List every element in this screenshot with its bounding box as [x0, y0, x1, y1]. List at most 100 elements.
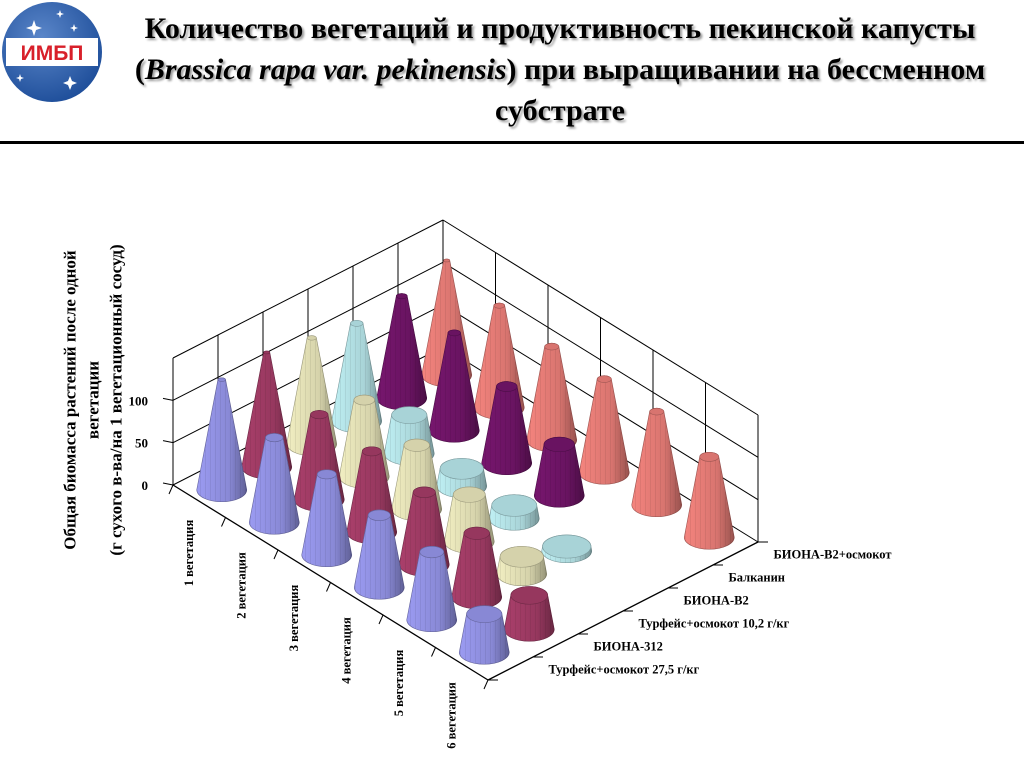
category-tick-mark [483, 679, 489, 690]
y-tick-label: 50 [135, 436, 148, 451]
bar-cone [683, 451, 735, 550]
series-label: БИОНА-В2 [684, 594, 749, 608]
cone-top [544, 342, 560, 351]
category-tick-mark [168, 484, 174, 495]
series-label: Турфейс+осмокот 27,5 г/кг [549, 663, 700, 677]
cone-top [353, 394, 375, 406]
header-divider [0, 141, 1024, 144]
cone-top [543, 436, 575, 453]
cone-top [491, 494, 538, 517]
cone-shading [534, 437, 585, 508]
bar-cone [481, 381, 533, 476]
cone-top [466, 605, 503, 623]
slide-header: ИМБП Количество вегетаций и продуктивнос… [0, 0, 1024, 150]
category-tick-mark [273, 549, 279, 560]
bar-cone [526, 342, 578, 453]
category-tick-mark [221, 517, 226, 527]
bar3d-chart: 0 50 100 1 вегетация 2 вегетация 3 вегетация 4… [129, 219, 892, 749]
cone-top [391, 406, 428, 424]
chart-labels: 0 50 100 1 вегетация 2 вегетация 3 вегетация 4… [129, 393, 892, 748]
bar-cone [631, 407, 683, 518]
imbp-logo: ИМБП [2, 2, 102, 102]
cone-top [443, 258, 451, 263]
cone-top [217, 377, 226, 382]
bar-cone [451, 526, 503, 610]
y-tick-label: 0 [142, 478, 149, 493]
cone-top [542, 534, 592, 559]
bar-cone [248, 433, 300, 535]
bar-cone [196, 377, 248, 503]
y-tick-mark [162, 397, 174, 401]
cone-top [463, 526, 490, 540]
cone-top [263, 350, 271, 355]
bar-cone [376, 293, 428, 411]
y-tick-mark [162, 482, 174, 486]
category-label: 6 вегетация [444, 682, 458, 749]
cone-shading [354, 509, 405, 600]
cone-shading [481, 381, 532, 475]
side-wall-top [172, 219, 444, 359]
series-label: БИОНА-В2+осмокот [774, 548, 892, 562]
cone-shading [429, 329, 480, 443]
cone-top [493, 302, 506, 309]
bar-cone [428, 329, 480, 443]
cone-top [265, 433, 284, 443]
cone-top [596, 375, 612, 383]
bar-cone [541, 534, 593, 564]
bar-cone [496, 546, 548, 587]
cone-shading [406, 546, 457, 632]
cone-top [350, 320, 364, 327]
cone-top [395, 293, 408, 300]
category-tick-mark [378, 614, 384, 625]
cone-top [316, 469, 337, 480]
category-tick-mark [431, 647, 436, 657]
bar-cone [301, 469, 353, 568]
y-tick-label: 100 [129, 393, 149, 408]
category-label: 4 вегетация [339, 617, 353, 684]
bar-cone [503, 586, 555, 642]
cone-top [649, 407, 665, 416]
back-wall-top [442, 219, 759, 416]
y-axis-title: Общая биомасса растений после одной веге… [60, 244, 126, 556]
cone-top [412, 486, 436, 498]
bar-cone [458, 605, 510, 665]
category-tick-mark [326, 582, 331, 592]
cone-top [361, 446, 382, 457]
cone-shading [249, 433, 300, 535]
cone-shading [684, 452, 735, 550]
cone-shading [376, 293, 427, 410]
cone-shading [451, 527, 502, 609]
cone-shading [631, 408, 682, 517]
category-label: 3 вегетация [287, 585, 301, 652]
series-label: Турфейс+осмокот 10,2 г/кг [639, 617, 790, 631]
category-label: 5 вегетация [392, 650, 406, 717]
cone-top [439, 458, 484, 480]
cone-top [419, 545, 445, 559]
cone-top [403, 438, 430, 452]
bar-cone [533, 436, 585, 508]
cone-shading [526, 343, 577, 452]
bar-cone [406, 545, 458, 633]
cone-top [510, 586, 549, 605]
cone-top [699, 451, 720, 462]
cone-shading [301, 469, 352, 567]
value-gridline [172, 261, 444, 401]
cone-top [452, 486, 486, 503]
cone-top [367, 509, 391, 521]
series-label: Балканин [729, 571, 786, 585]
cone-top [496, 381, 518, 392]
cone-top [499, 546, 544, 568]
cone-shading [196, 377, 247, 502]
value-gridline [442, 261, 759, 458]
bar-cone [488, 494, 540, 531]
cone-shading [579, 375, 630, 485]
cone-top [447, 329, 461, 337]
category-label: 1 вегетация [182, 520, 196, 587]
slide-title: Количество вегетаций и продуктивность пе… [134, 12, 986, 127]
category-label: 2 вегетация [234, 552, 248, 619]
series-label: БИОНА-312 [594, 640, 663, 654]
chart-marks [196, 258, 735, 665]
bar-cone [353, 509, 405, 600]
svg-text:ИМБП: ИМБП [21, 42, 84, 65]
cone-top [310, 410, 329, 420]
